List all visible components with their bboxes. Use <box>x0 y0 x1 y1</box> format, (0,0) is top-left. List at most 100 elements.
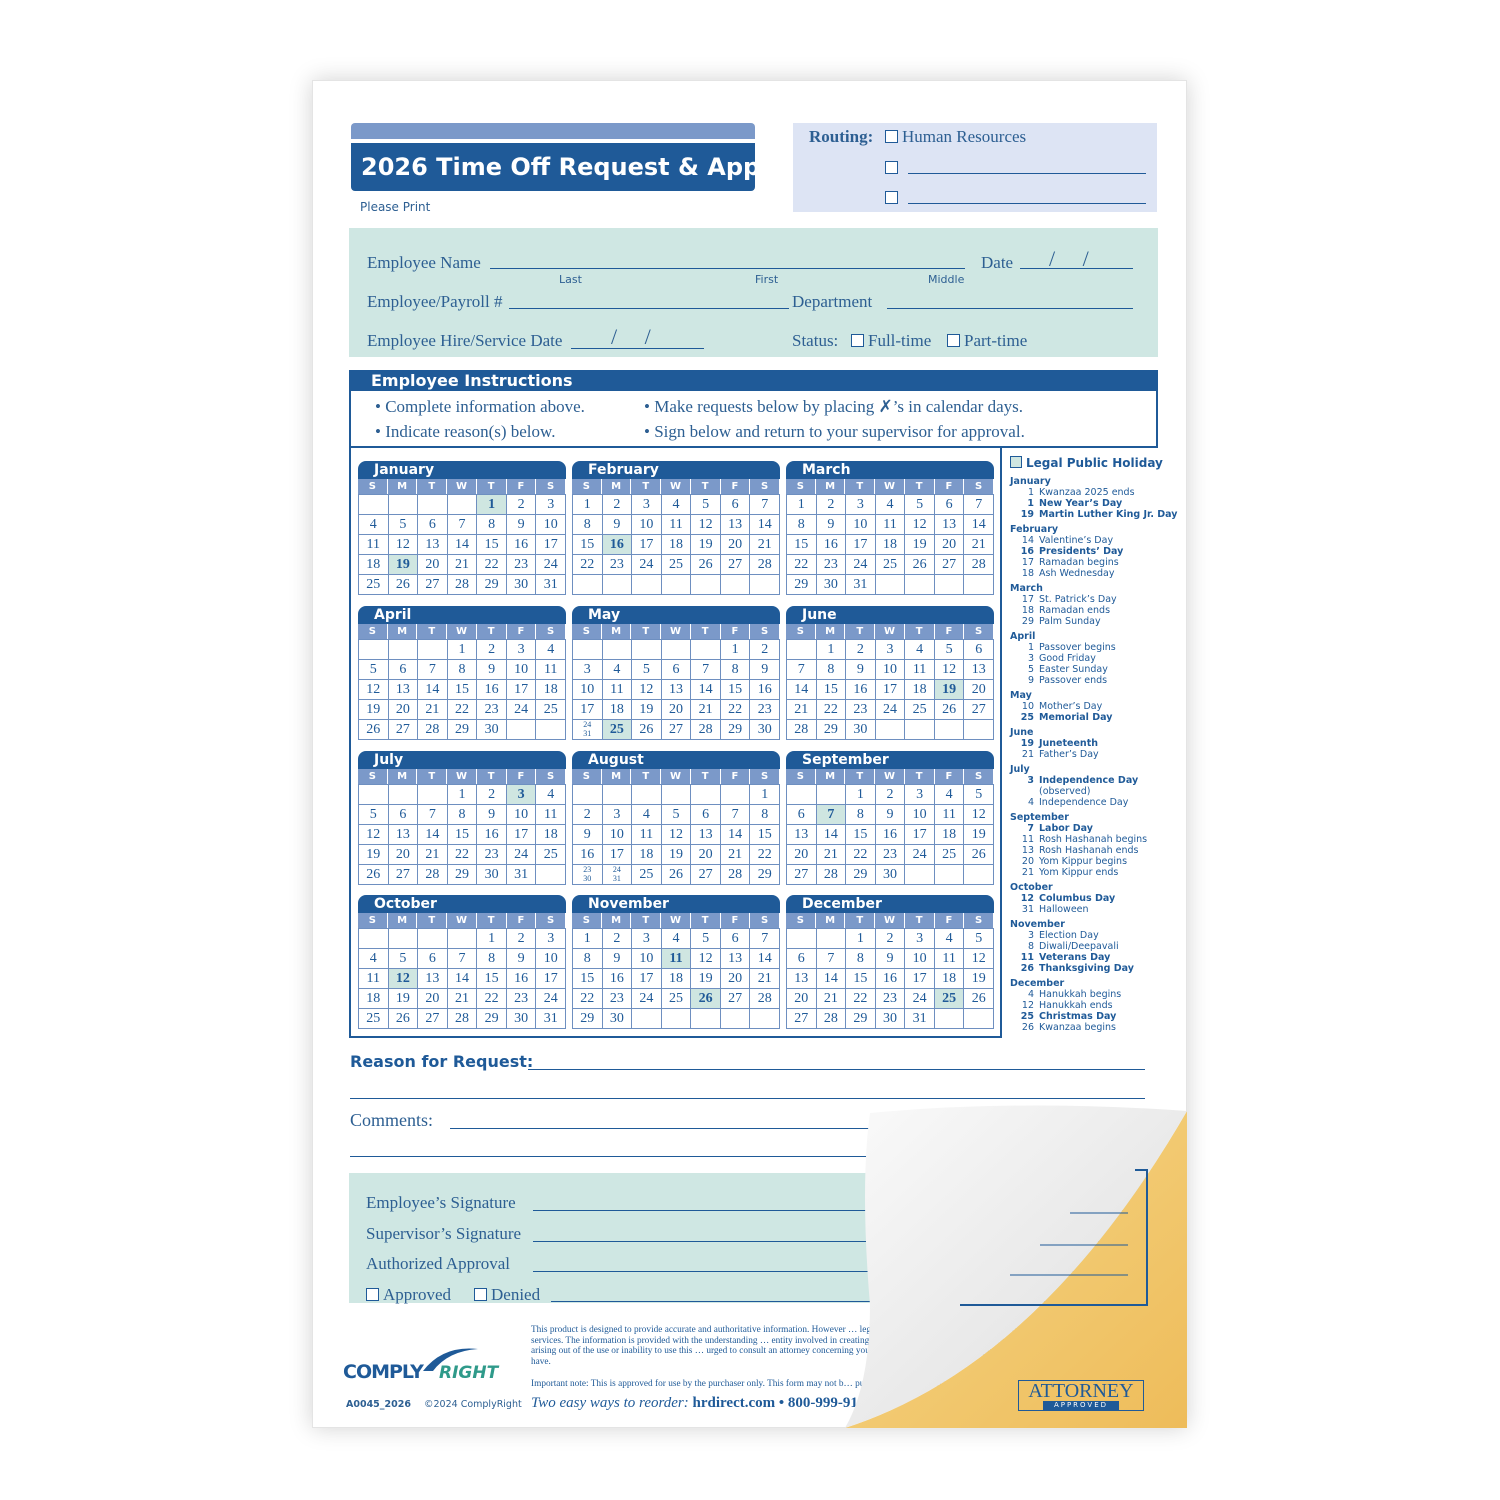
day-cell[interactable]: 25 <box>661 989 692 1009</box>
day-cell[interactable]: 4 <box>359 949 389 969</box>
day-cell[interactable]: 6 <box>720 929 751 949</box>
day-cell[interactable]: 18 <box>359 555 389 575</box>
routing-line-2[interactable] <box>908 173 1146 174</box>
day-cell[interactable] <box>661 1009 692 1029</box>
day-cell[interactable]: 1 <box>447 785 478 805</box>
day-cell[interactable]: 3 <box>506 640 537 660</box>
day-cell[interactable]: 16 <box>602 535 633 555</box>
day-cell[interactable]: 17 <box>632 535 662 555</box>
day-cell[interactable]: 5 <box>691 495 721 515</box>
day-cell[interactable]: 16 <box>875 969 906 989</box>
day-cell[interactable] <box>787 640 817 660</box>
day-cell[interactable] <box>418 929 448 949</box>
day-cell[interactable]: 9 <box>875 949 906 969</box>
day-cell[interactable]: 22 <box>447 845 478 865</box>
day-cell[interactable] <box>661 575 692 595</box>
day-cell[interactable]: 28 <box>447 1009 478 1029</box>
comments-field-line-2[interactable] <box>350 1156 1145 1157</box>
day-cell[interactable]: 15 <box>846 969 876 989</box>
denied-checkbox[interactable] <box>474 1288 487 1301</box>
day-cell[interactable]: 25 <box>661 555 692 575</box>
day-cell[interactable]: 4 <box>905 640 935 660</box>
denied-option[interactable]: Denied <box>474 1285 540 1305</box>
day-cell[interactable]: 7 <box>691 660 721 680</box>
day-cell[interactable]: 11 <box>359 535 389 555</box>
day-cell[interactable] <box>720 1009 751 1029</box>
day-cell[interactable]: 23 <box>875 845 906 865</box>
day-cell[interactable]: 12 <box>388 535 419 555</box>
day-cell[interactable]: 16 <box>816 535 847 555</box>
day-cell[interactable]: 24 <box>506 845 537 865</box>
day-cell[interactable]: 31 <box>506 865 537 885</box>
day-cell[interactable] <box>905 575 935 595</box>
day-cell[interactable]: 20 <box>787 845 817 865</box>
day-cell[interactable] <box>905 865 935 885</box>
day-cell[interactable]: 3 <box>846 495 876 515</box>
day-cell[interactable]: 10 <box>632 515 662 535</box>
day-cell[interactable]: 16 <box>506 535 537 555</box>
day-cell[interactable]: 1 <box>750 785 780 805</box>
day-cell[interactable] <box>661 785 692 805</box>
day-cell[interactable]: 14 <box>418 825 448 845</box>
day-cell[interactable]: 23 <box>816 555 847 575</box>
day-cell[interactable] <box>905 720 935 740</box>
day-cell[interactable]: 24 <box>536 989 566 1009</box>
day-cell[interactable]: 13 <box>691 825 721 845</box>
day-cell[interactable]: 9 <box>477 805 507 825</box>
day-cell[interactable]: 10 <box>632 949 662 969</box>
day-cell[interactable]: 5 <box>691 929 721 949</box>
day-cell[interactable]: 17 <box>536 969 566 989</box>
day-cell[interactable]: 1 <box>846 929 876 949</box>
day-cell[interactable]: 16 <box>573 845 603 865</box>
day-cell[interactable]: 23 <box>506 989 537 1009</box>
day-cell[interactable]: 28 <box>720 865 751 885</box>
day-cell[interactable]: 1 <box>477 495 507 515</box>
day-cell[interactable]: 22 <box>787 555 817 575</box>
day-cell[interactable] <box>964 865 994 885</box>
day-cell[interactable]: 12 <box>359 680 389 700</box>
day-cell[interactable] <box>632 575 662 595</box>
day-cell[interactable]: 19 <box>691 535 721 555</box>
day-cell[interactable] <box>964 720 994 740</box>
day-cell[interactable]: 9 <box>816 515 847 535</box>
day-cell[interactable]: 9 <box>506 949 537 969</box>
day-cell[interactable]: 19 <box>359 845 389 865</box>
day-cell[interactable]: 5 <box>934 640 965 660</box>
day-cell[interactable]: 27 <box>388 865 419 885</box>
day-cell[interactable]: 30 <box>506 1009 537 1029</box>
approved-option[interactable]: Approved <box>366 1285 451 1305</box>
day-cell[interactable]: 14 <box>816 969 847 989</box>
day-cell[interactable]: 24 <box>506 700 537 720</box>
day-cell[interactable]: 20 <box>418 989 448 1009</box>
part-time-checkbox[interactable] <box>947 334 960 347</box>
day-cell[interactable]: 26 <box>661 865 692 885</box>
day-cell[interactable]: 11 <box>632 825 662 845</box>
day-cell[interactable] <box>750 575 780 595</box>
day-cell[interactable]: 20 <box>934 535 965 555</box>
day-cell[interactable]: 27 <box>418 575 448 595</box>
day-cell[interactable]: 26 <box>691 989 721 1009</box>
day-cell[interactable] <box>536 720 566 740</box>
day-cell[interactable]: 19 <box>964 969 994 989</box>
day-cell[interactable] <box>602 640 633 660</box>
day-cell[interactable]: 10 <box>602 825 633 845</box>
day-cell[interactable]: 7 <box>418 660 448 680</box>
day-cell[interactable]: 28 <box>418 720 448 740</box>
day-cell[interactable]: 23 <box>477 700 507 720</box>
day-cell[interactable]: 17 <box>846 535 876 555</box>
day-cell[interactable] <box>388 640 419 660</box>
day-cell[interactable] <box>359 495 389 515</box>
day-cell[interactable]: 30 <box>506 575 537 595</box>
day-cell[interactable]: 20 <box>661 700 692 720</box>
day-cell[interactable]: 14 <box>720 825 751 845</box>
day-cell[interactable]: 11 <box>661 949 692 969</box>
day-cell[interactable]: 7 <box>720 805 751 825</box>
day-cell[interactable]: 2 <box>875 929 906 949</box>
full-time-checkbox[interactable] <box>851 334 864 347</box>
day-cell[interactable]: 25 <box>536 845 566 865</box>
day-cell[interactable]: 17 <box>905 969 935 989</box>
day-cell[interactable]: 27 <box>787 865 817 885</box>
day-cell[interactable]: 10 <box>536 515 566 535</box>
day-cell[interactable]: 26 <box>964 845 994 865</box>
day-cell[interactable]: 3 <box>536 929 566 949</box>
